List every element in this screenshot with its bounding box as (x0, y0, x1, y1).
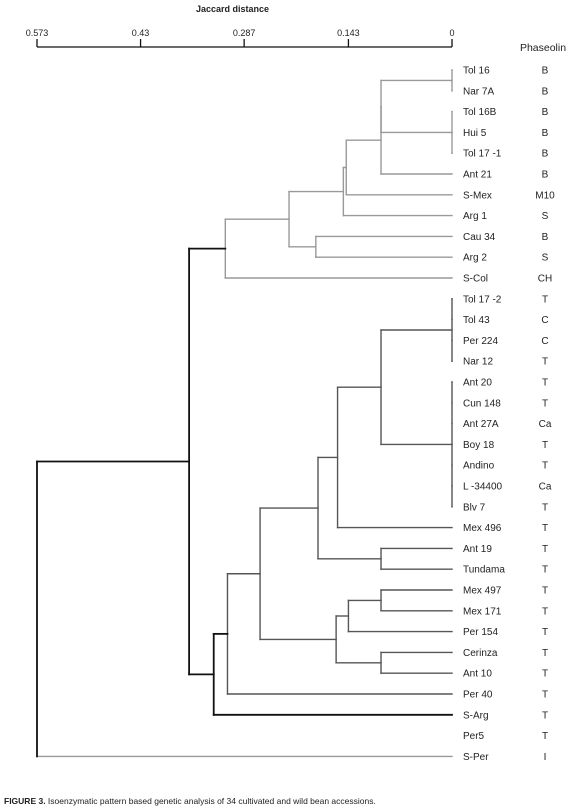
phaseolin-type: B (542, 232, 549, 243)
leaf-label: Tundama (463, 565, 505, 576)
leaf-label: Arg 2 (463, 253, 487, 264)
tick-label: 0.143 (337, 28, 360, 38)
leaf-label: S-Col (463, 274, 488, 285)
leaf-label: Cerinza (463, 648, 498, 659)
leaf-label: S-Per (463, 752, 489, 763)
phaseolin-type: B (542, 86, 549, 97)
tick-label: 0.287 (233, 28, 256, 38)
leaf-label: Mex 497 (463, 586, 502, 597)
phaseolin-type: T (542, 586, 548, 597)
phaseolin-type: B (542, 128, 549, 139)
phaseolin-type: T (542, 398, 548, 409)
leaf-label: Hui 5 (463, 128, 487, 139)
leaf-label: Nar 12 (463, 357, 493, 368)
leaf-label: Ant 21 (463, 170, 492, 181)
phaseolin-type: T (542, 731, 548, 742)
phaseolin-type: T (542, 523, 548, 534)
leaf-label: Ant 19 (463, 544, 492, 555)
tick-label: 0.573 (26, 28, 49, 38)
phaseolin-type: T (542, 544, 548, 555)
leaf-label: L -34400 (463, 482, 503, 493)
leaf-label: Tol 17 -2 (463, 294, 502, 305)
caption-label: FIGURE 3. (4, 796, 46, 806)
phaseolin-type: C (541, 336, 548, 347)
leaf-label: Tol 16 (463, 66, 490, 77)
phaseolin-type: Ca (539, 482, 552, 493)
phaseolin-type: T (542, 606, 548, 617)
phaseolin-type: I (544, 752, 547, 763)
phaseolin-type: T (542, 378, 548, 389)
leaf-label: Boy 18 (463, 440, 495, 451)
leaf-label: Per5 (463, 731, 485, 742)
phaseolin-type: T (542, 502, 548, 513)
leaf-label: Tol 17 -1 (463, 149, 502, 160)
distance-axis: 0.573 0.43 0.287 0.143 0 (26, 28, 455, 48)
phaseolin-type: T (542, 565, 548, 576)
leaf-label: Tol 43 (463, 315, 490, 326)
phaseolin-type: CH (538, 274, 552, 285)
leaf-label: S-Mex (463, 190, 492, 201)
phaseolin-type: B (542, 107, 549, 118)
leaf-label: Tol 16B (463, 107, 497, 118)
leaf-label: Mex 171 (463, 606, 502, 617)
tree-branches (36, 69, 453, 758)
phaseolin-column: PhaseolinBBBBBBM10SBSCHTCCTTTCaTTCaTTTTT… (520, 42, 566, 763)
phaseolin-header: Phaseolin (520, 42, 566, 54)
phaseolin-type: T (542, 461, 548, 472)
leaf-label: Mex 496 (463, 523, 502, 534)
leaf-labels: Tol 16 Nar 7A Tol 16B Hui 5 Tol 17 -1 Ant 21 S… (463, 66, 505, 763)
phaseolin-type: B (542, 170, 549, 181)
figure-caption: FIGURE 3. Isoenzymatic pattern based gen… (4, 796, 376, 806)
leaf-label: Arg 1 (463, 211, 487, 222)
axis-title: Jaccard distance (196, 4, 270, 14)
leaf-label: Cau 34 (463, 232, 496, 243)
leaf-label: Blv 7 (463, 502, 486, 513)
leaf-label: Andino (463, 461, 495, 472)
phaseolin-type: T (542, 690, 548, 701)
phaseolin-type: M10 (535, 190, 555, 201)
phaseolin-type: T (542, 627, 548, 638)
tick-label: 0.43 (132, 28, 150, 38)
phaseolin-type: S (542, 211, 549, 222)
phaseolin-type: T (542, 648, 548, 659)
phaseolin-type: S (542, 253, 549, 264)
leaf-label: Ant 10 (463, 669, 492, 680)
phaseolin-type: T (542, 440, 548, 451)
phaseolin-type: T (542, 710, 548, 721)
leaf-label: Ant 20 (463, 378, 492, 389)
leaf-label: Ant 27A (463, 419, 499, 430)
caption-text: Isoenzymatic pattern based genetic analy… (45, 796, 376, 806)
leaf-label: Cun 148 (463, 398, 501, 409)
phaseolin-type: T (542, 357, 548, 368)
phaseolin-type: T (542, 669, 548, 680)
leaf-label: Per 154 (463, 627, 498, 638)
phaseolin-type: T (542, 294, 548, 305)
phaseolin-type: B (542, 66, 549, 77)
leaf-label: Per 40 (463, 690, 493, 701)
phaseolin-type: B (542, 149, 549, 160)
leaf-label: Nar 7A (463, 86, 494, 97)
tick-label: 0 (449, 28, 454, 38)
phaseolin-type: Ca (539, 419, 552, 430)
leaf-label: Per 224 (463, 336, 498, 347)
phaseolin-type: C (541, 315, 548, 326)
leaf-label: S-Arg (463, 710, 489, 721)
